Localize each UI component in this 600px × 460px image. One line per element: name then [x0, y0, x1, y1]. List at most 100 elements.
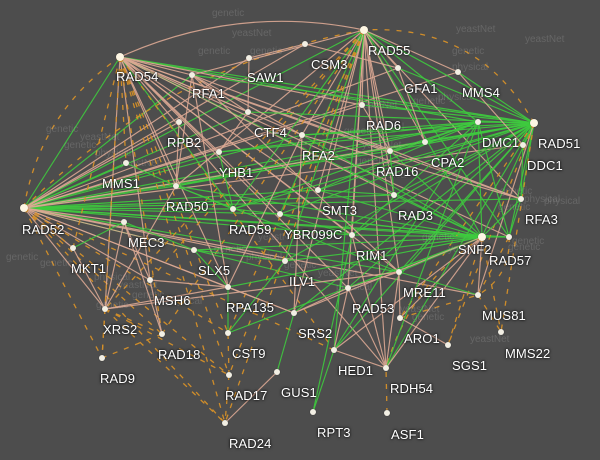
- edge-genetic[interactable]: [23, 74, 193, 209]
- node-rad9[interactable]: [99, 355, 105, 361]
- node-mec3[interactable]: [121, 219, 127, 225]
- edge-genetic[interactable]: [218, 151, 234, 210]
- node-rad57[interactable]: [506, 234, 512, 240]
- edge-predicted[interactable]: [23, 207, 335, 351]
- edge-genetic[interactable]: [175, 185, 234, 210]
- node-msh6[interactable]: [147, 277, 153, 283]
- edge-predicted[interactable]: [119, 56, 226, 424]
- edge-physical[interactable]: [191, 74, 303, 136]
- edge-physical[interactable]: [333, 236, 483, 351]
- edge-physical[interactable]: [149, 279, 163, 335]
- edge-physical[interactable]: [361, 104, 391, 152]
- edge-genetic[interactable]: [317, 121, 479, 191]
- edge-physical[interactable]: [363, 29, 400, 273]
- edge-physical[interactable]: [119, 56, 249, 113]
- edge-genetic[interactable]: [284, 236, 483, 262]
- node-ddc1[interactable]: [520, 142, 526, 148]
- node-rdh54[interactable]: [383, 365, 389, 371]
- edge-physical[interactable]: [218, 111, 249, 153]
- edge-physical[interactable]: [119, 56, 319, 191]
- edge-physical[interactable]: [191, 74, 229, 288]
- edge-genetic[interactable]: [23, 111, 249, 209]
- edge-genetic[interactable]: [363, 29, 479, 123]
- edge-predicted[interactable]: [101, 308, 106, 359]
- node-rad53[interactable]: [345, 285, 351, 291]
- edge-predicted[interactable]: [119, 56, 127, 164]
- edge-physical[interactable]: [175, 29, 365, 187]
- edge-predicted[interactable]: [101, 56, 121, 359]
- node-gus1[interactable]: [274, 369, 280, 375]
- node-rpt3[interactable]: [310, 409, 316, 415]
- node-dmc1[interactable]: [475, 119, 481, 125]
- edge-physical[interactable]: [385, 271, 400, 369]
- edge-genetic[interactable]: [361, 104, 535, 124]
- edge-predicted[interactable]: [119, 56, 230, 376]
- node-aro1[interactable]: [397, 315, 403, 321]
- edge-physical[interactable]: [333, 349, 387, 369]
- edge-physical[interactable]: [248, 43, 306, 59]
- node-ilv1[interactable]: [282, 258, 288, 264]
- node-sgs1[interactable]: [445, 342, 451, 348]
- edge-genetic[interactable]: [72, 221, 125, 249]
- node-asf1[interactable]: [384, 410, 390, 416]
- edge-physical[interactable]: [227, 134, 303, 288]
- edge-predicted[interactable]: [119, 56, 335, 351]
- edge-physical[interactable]: [119, 56, 353, 236]
- edge-genetic[interactable]: [232, 208, 483, 238]
- edge-genetic[interactable]: [284, 122, 535, 262]
- edge-predicted[interactable]: [447, 122, 535, 346]
- node-rad54[interactable]: [116, 53, 124, 61]
- edge-genetic[interactable]: [23, 198, 522, 209]
- node-rad51[interactable]: [530, 119, 538, 127]
- edge-physical[interactable]: [363, 29, 522, 200]
- node-mkt1[interactable]: [70, 245, 76, 251]
- edge-physical[interactable]: [191, 74, 249, 113]
- edge-physical[interactable]: [149, 279, 229, 288]
- edge-physical[interactable]: [457, 71, 524, 146]
- node-rad50[interactable]: [173, 183, 179, 189]
- node-rad52[interactable]: [20, 204, 28, 212]
- edge-genetic[interactable]: [23, 207, 483, 238]
- edge-physical[interactable]: [363, 29, 459, 73]
- edge-physical[interactable]: [398, 271, 401, 319]
- edge-predicted[interactable]: [72, 56, 121, 249]
- node-rad16[interactable]: [387, 148, 393, 154]
- edge-physical[interactable]: [104, 56, 121, 310]
- edge-genetic[interactable]: [175, 185, 483, 238]
- node-ctf4[interactable]: [245, 109, 251, 115]
- edge-genetic[interactable]: [125, 162, 177, 187]
- node-rad59[interactable]: [230, 206, 236, 212]
- node-rfa3[interactable]: [518, 196, 524, 202]
- edge-physical[interactable]: [104, 185, 177, 310]
- edge-physical[interactable]: [119, 56, 281, 215]
- edge-genetic[interactable]: [175, 185, 400, 273]
- edge-predicted[interactable]: [224, 374, 230, 424]
- edge-genetic[interactable]: [397, 67, 535, 124]
- node-csm3[interactable]: [302, 41, 308, 47]
- edge-physical[interactable]: [399, 317, 449, 346]
- edge-physical[interactable]: [293, 29, 365, 314]
- edge-genetic[interactable]: [317, 122, 535, 191]
- edge-physical[interactable]: [23, 207, 106, 310]
- node-rim1[interactable]: [349, 232, 355, 238]
- edge-genetic[interactable]: [351, 122, 535, 236]
- edge-predicted[interactable]: [104, 308, 163, 335]
- node-cst9[interactable]: [225, 330, 231, 336]
- edge-genetic[interactable]: [218, 121, 479, 153]
- edge-physical[interactable]: [175, 121, 180, 187]
- node-mre11[interactable]: [396, 269, 402, 275]
- edge-genetic[interactable]: [393, 194, 483, 238]
- edge-genetic[interactable]: [279, 213, 353, 236]
- edge-physical[interactable]: [333, 287, 349, 351]
- edge-genetic[interactable]: [333, 121, 479, 351]
- edge-genetic[interactable]: [23, 194, 395, 209]
- edge-physical[interactable]: [119, 56, 363, 106]
- edge-genetic[interactable]: [175, 122, 535, 187]
- node-hed1[interactable]: [331, 347, 337, 353]
- edge-genetic[interactable]: [119, 56, 234, 210]
- edge-physical[interactable]: [72, 247, 106, 310]
- edge-physical[interactable]: [23, 57, 250, 209]
- edge-physical[interactable]: [363, 29, 426, 143]
- node-rfa2[interactable]: [299, 132, 305, 138]
- edge-predicted[interactable]: [161, 29, 365, 335]
